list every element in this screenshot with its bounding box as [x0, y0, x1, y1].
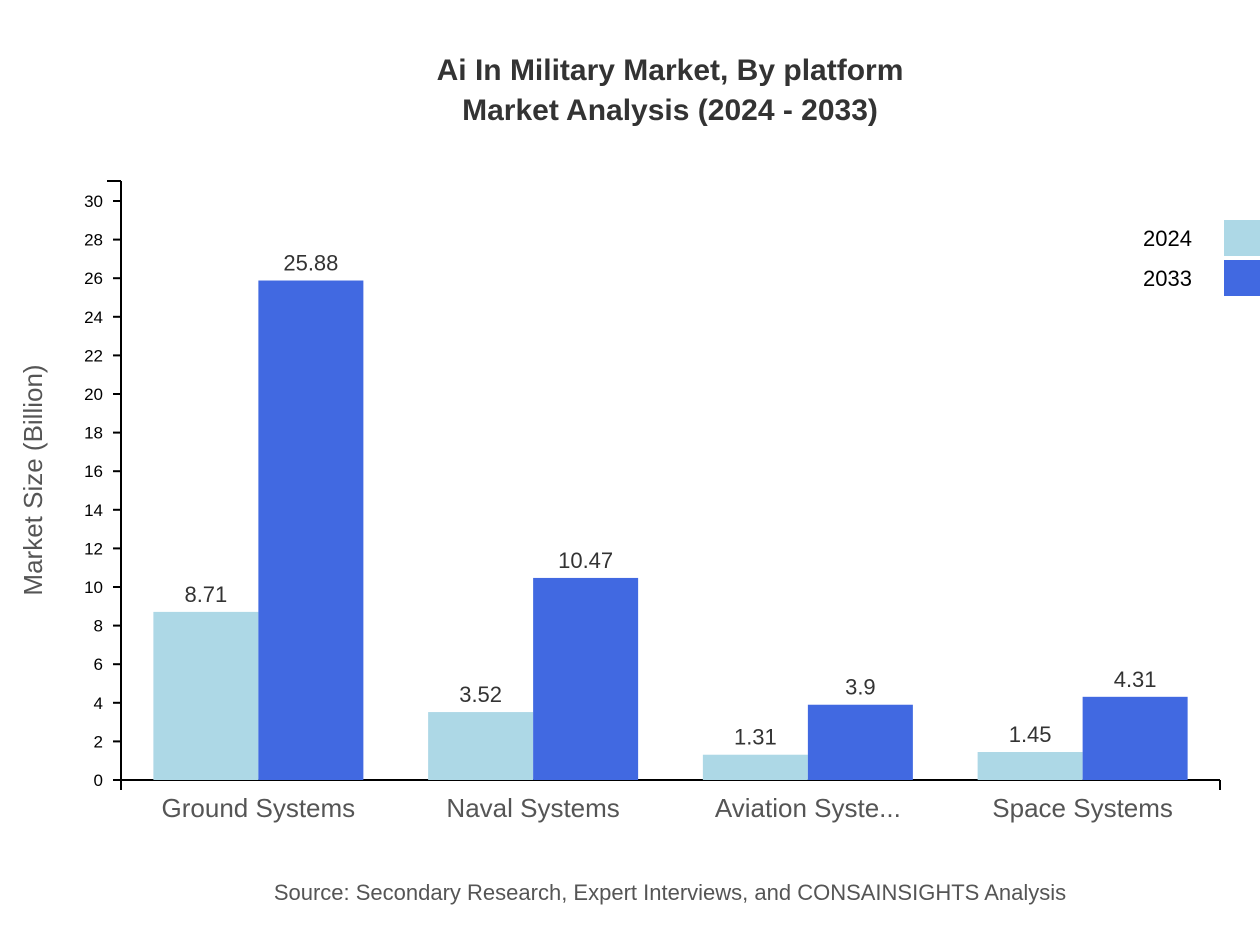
y-tick-label: 30 [84, 192, 103, 211]
y-tick-label: 4 [94, 694, 103, 713]
y-tick-label: 8 [94, 617, 103, 636]
x-tick-label: Space Systems [992, 793, 1173, 823]
legend-swatch [1224, 220, 1260, 256]
bar-2024 [702, 754, 808, 780]
y-tick-label: 18 [84, 424, 103, 443]
bar-2033 [258, 280, 364, 780]
y-tick-label: 20 [84, 385, 103, 404]
bar-2024 [153, 611, 259, 780]
y-tick-label: 16 [84, 462, 103, 481]
bar-2033 [533, 577, 639, 780]
y-tick-label: 26 [84, 269, 103, 288]
y-tick-label: 10 [84, 578, 103, 597]
data-label: 3.52 [459, 682, 502, 707]
y-tick-label: 6 [94, 655, 103, 674]
bar-2024 [428, 712, 534, 780]
y-tick-label: 12 [84, 539, 103, 558]
legend-label: 2033 [1143, 266, 1192, 291]
y-axis-label: Market Size (Billion) [18, 364, 48, 595]
x-tick-label: Naval Systems [446, 793, 619, 823]
data-label: 10.47 [558, 548, 613, 573]
chart-title: Ai In Military Market, By platform [437, 54, 904, 87]
data-label: 25.88 [283, 251, 338, 276]
y-tick-label: 24 [84, 308, 103, 327]
chart-subtitle: Market Analysis (2024 - 2033) [462, 94, 878, 127]
legend-label: 2024 [1143, 226, 1192, 251]
x-tick-label: Ground Systems [162, 793, 356, 823]
bar-2033 [807, 704, 913, 780]
y-tick-label: 28 [84, 231, 103, 250]
data-label: 1.31 [734, 725, 777, 750]
legend-swatch [1224, 260, 1260, 296]
data-label: 3.9 [845, 675, 876, 700]
y-tick-label: 0 [94, 771, 103, 790]
bar-2033 [1082, 696, 1188, 780]
x-tick-label: Aviation Syste... [715, 793, 901, 823]
y-tick-label: 2 [94, 732, 103, 751]
source-note: Source: Secondary Research, Expert Inter… [274, 880, 1066, 905]
data-label: 8.71 [184, 582, 227, 607]
y-tick-label: 22 [84, 346, 103, 365]
bar-2024 [977, 752, 1083, 780]
data-label: 1.45 [1009, 722, 1052, 747]
y-tick-label: 14 [84, 501, 103, 520]
data-label: 4.31 [1114, 667, 1157, 692]
